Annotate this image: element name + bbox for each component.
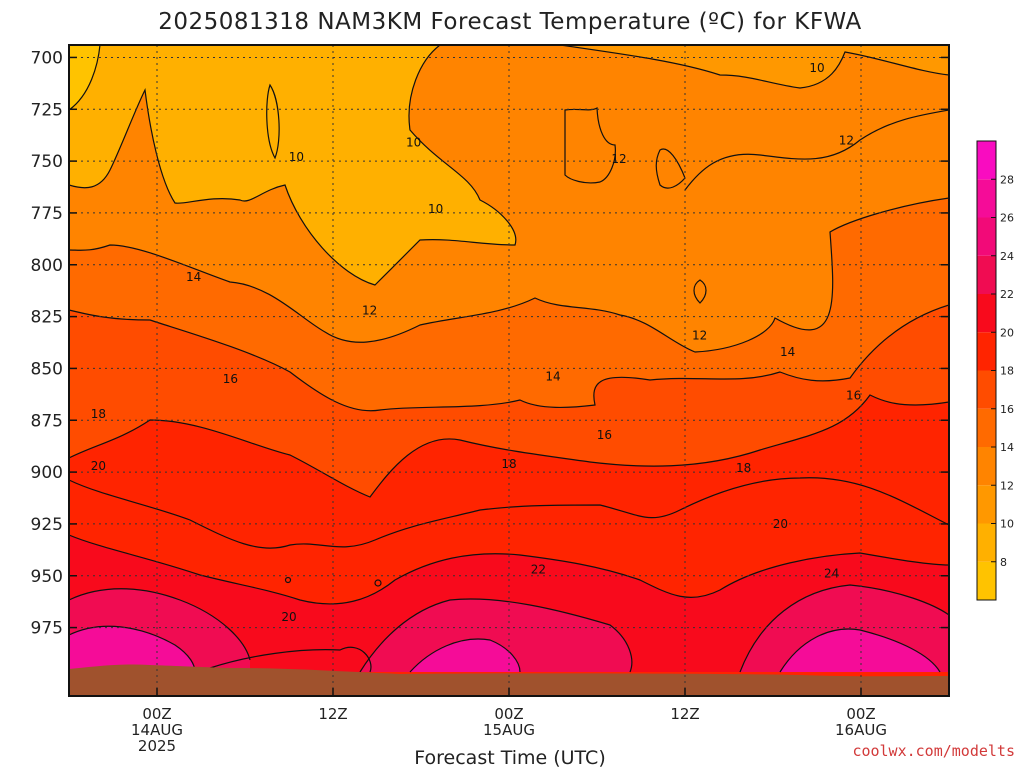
colorbar-band-5 xyxy=(977,370,996,409)
y-tick-label-750: 750 xyxy=(31,152,63,172)
contour-label-1: 10 xyxy=(406,135,421,149)
y-tick-label-775: 775 xyxy=(31,204,63,224)
x-tick-label-4-1: 16AUG xyxy=(835,721,887,739)
colorbar-band-10 xyxy=(977,179,996,218)
colorbar-label-8: 8 xyxy=(1000,556,1007,569)
contour-label-15: 18 xyxy=(501,457,516,471)
y-tick-label-700: 700 xyxy=(31,48,63,68)
contour-label-4: 12 xyxy=(611,152,626,166)
colorbar-label-26: 26 xyxy=(1000,212,1014,225)
x-tick-label-0-1: 14AUG xyxy=(131,721,183,739)
y-tick-label-850: 850 xyxy=(31,359,63,379)
field-pocket-12b xyxy=(656,149,685,189)
pressure-gridlines xyxy=(69,56,949,629)
colorbar-label-16: 16 xyxy=(1000,403,1014,416)
contour-label-9: 14 xyxy=(545,370,560,384)
colorbar-band-7 xyxy=(977,294,996,333)
y-tick-label-725: 725 xyxy=(31,100,63,120)
x-tick-label-0-2: 2025 xyxy=(138,737,176,755)
colorbar-band-6 xyxy=(977,332,996,371)
contour-label-6: 12 xyxy=(362,303,377,317)
contour-label-21: 24 xyxy=(824,567,839,581)
field-band-10-12-top xyxy=(69,45,949,88)
x-axis-label: Forecast Time (UTC) xyxy=(414,747,605,768)
contour-lines xyxy=(69,45,949,673)
field-band-22-24-mid xyxy=(360,599,632,672)
contour-label-13: 16 xyxy=(846,388,861,402)
y-tick-label-825: 825 xyxy=(31,308,63,328)
contour-label-5: 12 xyxy=(839,133,854,147)
contour-label-14: 18 xyxy=(91,407,106,421)
contour-label-7: 12 xyxy=(692,328,707,342)
x-tick-label-0-0: 00Z xyxy=(142,705,171,723)
colorbar-label-18: 18 xyxy=(1000,365,1014,378)
contour-labels: 10 10 10 10 12 12 12 12 14 14 14 16 16 16 18 18 18 20 20 20… xyxy=(91,61,862,624)
colorbar-band-2 xyxy=(977,485,996,524)
colorbar: 8 10 12 14 16 18 20 22 24 26 28 xyxy=(976,140,1014,601)
time-gridlines xyxy=(156,45,862,696)
y-tick-label-925: 925 xyxy=(31,515,63,535)
x-tick-label-2-0: 00Z xyxy=(494,705,523,723)
contour-label-8: 14 xyxy=(186,270,201,284)
field-band-8-10 xyxy=(69,45,516,285)
contour-label-11: 16 xyxy=(223,372,238,386)
colorbar-band-8 xyxy=(977,255,996,294)
contour-label-10: 14 xyxy=(780,345,795,359)
contour-label-20: 22 xyxy=(531,563,546,577)
y-axis: 700 725 750 775 800 825 850 875 900 925 950 975 xyxy=(31,48,949,639)
credit-text: coolwx.com/modelts xyxy=(852,742,1015,760)
contour-label-0: 10 xyxy=(289,150,304,164)
chart-title: 2025081318 NAM3KM Forecast Temperature (… xyxy=(158,9,862,35)
colorbar-label-14: 14 xyxy=(1000,441,1014,454)
y-tick-label-975: 975 xyxy=(31,619,63,639)
colorbar-label-24: 24 xyxy=(1000,250,1014,263)
colorbar-band-9 xyxy=(977,217,996,256)
x-tick-label-3-0: 12Z xyxy=(670,705,699,723)
colorbar-band-0 xyxy=(977,561,996,600)
terrain-below-ground xyxy=(69,664,949,696)
contour-label-3: 10 xyxy=(809,61,824,75)
colorbar-label-20: 20 xyxy=(1000,326,1014,339)
colorbar-label-22: 22 xyxy=(1000,288,1014,301)
colorbar-label-12: 12 xyxy=(1000,479,1014,492)
y-tick-label-875: 875 xyxy=(31,411,63,431)
field-band-24-28-mid xyxy=(410,639,520,672)
contour-label-18: 20 xyxy=(773,517,788,531)
contour-label-19: 20 xyxy=(281,610,296,624)
colorbar-label-28: 28 xyxy=(1000,173,1014,186)
field-band-24-28-right xyxy=(780,629,940,672)
colorbar-band-11 xyxy=(977,141,996,180)
contour-label-2: 10 xyxy=(428,202,443,216)
contour-label-16: 18 xyxy=(736,461,751,475)
colorbar-band-1 xyxy=(977,523,996,562)
contour-label-17: 20 xyxy=(91,459,106,473)
colorbar-label-10: 10 xyxy=(1000,518,1014,531)
plot-area: 10 10 10 10 12 12 12 12 14 14 14 16 16 16 18 18 18 20 20 20… xyxy=(69,45,949,696)
x-tick-label-1-0: 12Z xyxy=(318,705,347,723)
y-tick-label-950: 950 xyxy=(31,567,63,587)
colorbar-band-3 xyxy=(977,447,996,486)
field-band-24-28-left xyxy=(69,626,195,672)
field-band-6-8 xyxy=(69,45,100,110)
x-tick-label-2-1: 15AUG xyxy=(483,721,535,739)
x-tick-label-4-0: 00Z xyxy=(846,705,875,723)
y-tick-label-900: 900 xyxy=(31,463,63,483)
y-tick-label-800: 800 xyxy=(31,256,63,276)
field-pocket-12 xyxy=(565,108,616,183)
contour-label-12: 16 xyxy=(597,428,612,442)
colorbar-band-4 xyxy=(977,408,996,447)
